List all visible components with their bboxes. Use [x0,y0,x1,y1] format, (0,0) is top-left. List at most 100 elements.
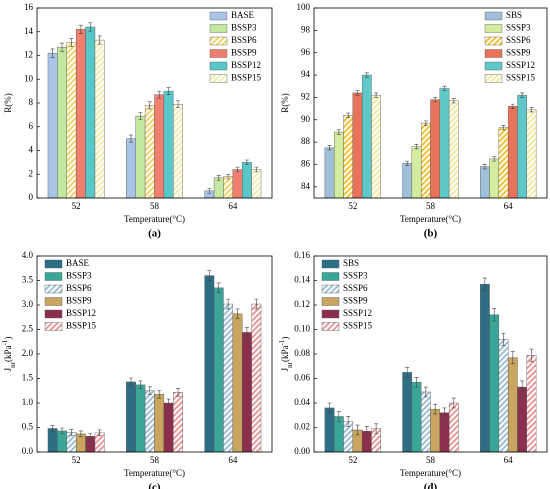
legend-label: BSSP15 [66,321,97,331]
error-bar [355,424,360,436]
x-axis-label: Temperature(°C) [124,468,185,478]
legend-swatch [321,309,340,319]
bar [333,131,344,199]
legend-label: SSSP9 [506,48,531,58]
error-bar [216,175,221,181]
y-tick-label: 14 [24,26,34,36]
bar [489,158,500,199]
error-bar [520,92,525,98]
legend-label: BSSP9 [66,296,92,306]
y-tick-label: 0.04 [294,397,310,407]
bar [402,163,413,199]
legend-swatch [321,322,340,331]
error-bar [520,380,525,394]
bar [448,100,459,199]
legend-label: BSSP12 [231,60,261,70]
bar [144,105,155,199]
y-tick-label: 88 [301,136,311,146]
error-bar [336,411,341,422]
legend-label: BASE [66,258,90,268]
error-bar [176,388,180,397]
bar [352,92,363,199]
error-bar [216,282,221,294]
legend-swatch [44,309,63,319]
error-bar [364,425,369,437]
x-axis-label: Temperature(°C) [400,468,461,478]
y-tick-label: 1.5 [22,373,34,383]
y-tick-label: 3.5 [22,275,34,285]
bar [154,94,165,199]
caption: (a) [148,228,161,240]
error-bar [147,386,152,395]
y-tick-label: 0 [29,192,34,202]
x-tick-label: 58 [150,455,160,465]
error-bar [157,90,162,99]
bar [420,122,431,199]
x-tick-label: 52 [348,201,357,211]
legend-swatch [321,284,340,294]
bar [213,287,224,453]
y-tick-label: 16 [24,2,34,12]
bar [498,127,509,199]
bar [439,412,450,453]
bar [517,386,528,453]
bar [324,147,335,199]
error-bar [346,416,351,427]
error-bar [433,97,438,103]
legend-label: BSSP3 [231,23,257,33]
y-axis-label: Jnr(kPa-1) [1,337,17,372]
error-bar [166,398,171,408]
legend-label: SSSP15 [343,321,373,331]
y-tick-label: 96 [301,47,311,57]
legend-swatch [484,36,503,46]
error-bar [423,386,428,398]
legend-label: BSSP3 [66,271,92,281]
error-bar [129,134,133,143]
legend-label: SBS [506,10,522,20]
y-tick-label: 2 [29,168,34,178]
bar [251,169,262,199]
bar [489,314,500,453]
y-axis-label-part: nr [9,361,17,368]
x-tick-label: 58 [426,201,436,211]
error-bar [69,429,74,436]
y-axis-label-part: ) [280,337,290,340]
error-bar [157,389,162,399]
y-axis-label: R(%) [3,93,13,113]
y-axis-label-part: (kPa [280,345,290,362]
legend-label: BSSP6 [231,35,257,45]
bar [135,384,146,453]
error-bar [414,144,419,150]
y-tick-label: 90 [301,114,311,124]
y-tick-label: 0.08 [294,348,310,358]
error-bar [78,24,83,34]
bar [126,381,136,453]
error-bar [442,85,447,92]
error-bar [254,298,259,310]
error-bar [50,48,55,58]
y-axis-label-part: (kPa [3,345,13,362]
error-bar [451,397,456,409]
legend-label: SBS [343,258,359,268]
x-tick-label: 64 [504,455,514,465]
bar [242,162,252,199]
legend-swatch [321,297,340,306]
error-bar [433,403,438,415]
legend-label: SSSP12 [343,308,372,318]
y-tick-label: 8 [29,97,34,107]
legend-swatch [44,284,63,294]
error-bar [364,72,369,78]
legend-label: BSSP15 [231,73,262,83]
error-bar [442,407,447,418]
bar [47,428,58,453]
plot-frame [313,255,548,453]
y-tick-label: 94 [301,69,311,79]
bar [242,332,252,453]
error-bar [88,433,93,440]
error-bar [244,327,249,338]
bar [223,176,234,199]
x-tick-label: 52 [72,201,81,211]
legend-label: SSSP6 [506,35,531,45]
y-tick-label: 98 [301,24,311,34]
